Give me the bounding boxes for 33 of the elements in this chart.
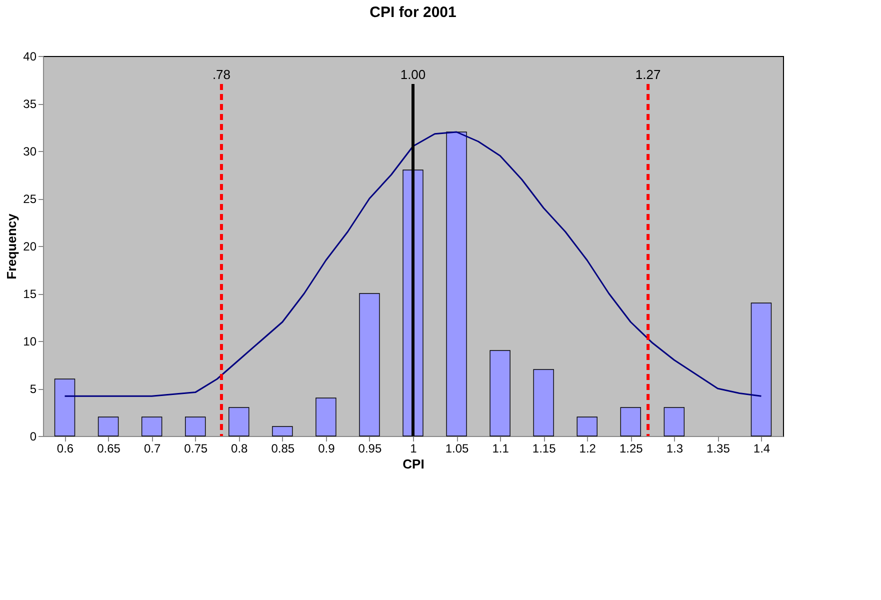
x-tick-label: 1.25 xyxy=(619,442,644,456)
x-tick-label: 0.65 xyxy=(97,442,121,456)
ref-line-label: 1.27 xyxy=(635,67,661,82)
y-tick-label: 20 xyxy=(23,240,37,254)
x-tick-label: 1.3 xyxy=(666,442,684,456)
y-tick-label: 40 xyxy=(23,50,37,64)
y-axis-title: Frequency xyxy=(4,212,20,280)
y-tick-label: 35 xyxy=(23,97,37,111)
x-tick-label: 1.4 xyxy=(753,442,770,456)
ref-line-label: 1.00 xyxy=(400,67,426,82)
x-tick-label: 0.8 xyxy=(231,442,248,456)
x-tick-label: 0.95 xyxy=(358,442,382,456)
x-tick-label: 0.9 xyxy=(318,442,336,456)
y-tick-label: 5 xyxy=(30,382,37,396)
x-tick-label: 0.6 xyxy=(56,442,74,456)
y-tick-label: 0 xyxy=(30,430,37,444)
x-tick-label: 1.35 xyxy=(706,442,730,456)
line-series xyxy=(64,131,762,397)
x-tick-label: 1 xyxy=(410,442,418,456)
y-tick-label: 10 xyxy=(23,334,37,348)
y-tick-label: 15 xyxy=(23,287,37,301)
x-tick-label: 0.85 xyxy=(271,442,295,456)
x-tick-label: 1.2 xyxy=(579,442,596,456)
ref-line-label: .78 xyxy=(212,67,231,82)
y-tick-label: 30 xyxy=(23,144,37,158)
chart-title: CPI for 2001 xyxy=(370,4,456,21)
y-tick-label: 25 xyxy=(23,192,37,206)
x-tick-label: 1.15 xyxy=(532,442,556,456)
x-tick-label: 1.1 xyxy=(492,442,510,456)
x-tick-label: 0.75 xyxy=(184,442,208,456)
x-tick-label: 0.7 xyxy=(144,442,161,456)
x-axis-title: CPI xyxy=(402,456,424,472)
x-tick-label: 1.05 xyxy=(445,442,470,456)
